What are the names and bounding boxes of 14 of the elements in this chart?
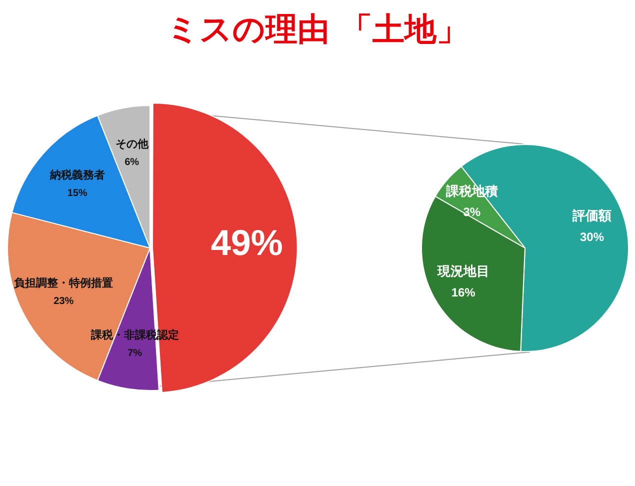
data-label: 49%: [210, 222, 283, 263]
slice-label: 納税義務者: [48, 168, 105, 182]
slice-label: 負担調整・特例措置: [13, 276, 114, 290]
data-label: 15%: [67, 188, 88, 200]
data-label: 6%: [124, 156, 140, 168]
data-label: 7%: [128, 348, 142, 359]
data-label: 30%: [580, 230, 604, 244]
data-label: 23%: [54, 296, 74, 308]
chart-title: ミスの理由 「土地」: [165, 9, 470, 50]
slice-label: その他: [115, 137, 150, 150]
data-label: 16%: [451, 285, 476, 300]
slice-label: 評価額: [572, 208, 612, 224]
data-label: 3%: [463, 205, 481, 220]
slice-label: 現況地目: [436, 264, 490, 280]
